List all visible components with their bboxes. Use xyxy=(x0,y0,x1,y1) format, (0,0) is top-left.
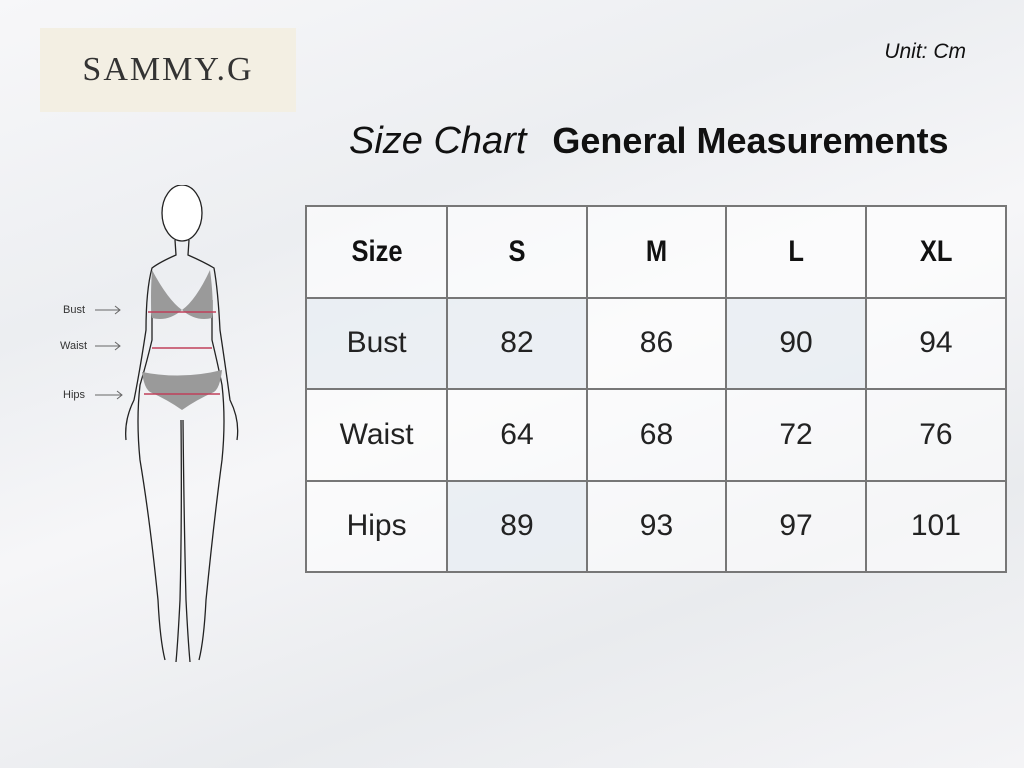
cell: 68 xyxy=(585,388,728,482)
cell: 93 xyxy=(585,479,728,573)
header-l: L xyxy=(725,205,867,299)
cell: 86 xyxy=(585,296,728,390)
table-row: Waist 64 68 72 76 xyxy=(304,388,1008,482)
arrow-icons xyxy=(95,305,123,400)
header-xl: XL xyxy=(864,205,1008,299)
briefs-shape xyxy=(142,370,222,410)
cell: 64 xyxy=(446,388,588,482)
cell: 76 xyxy=(864,388,1008,482)
waist-label: Waist xyxy=(60,340,87,352)
hips-label: Hips xyxy=(63,389,86,401)
table-header-row: Size S M L XL xyxy=(304,205,1008,299)
header-size: Size xyxy=(304,205,449,299)
header-s: S xyxy=(446,205,588,299)
body-figure-illustration: Bust Waist Hips xyxy=(60,185,239,663)
bust-label: Bust xyxy=(63,304,85,316)
title-main: General Measurements xyxy=(552,120,949,161)
cell: 90 xyxy=(725,296,867,390)
page-title: Size Chart General Measurements xyxy=(349,120,949,163)
row-label: Bust xyxy=(304,296,449,390)
unit-label: Unit: Cm xyxy=(884,40,966,63)
row-label: Waist xyxy=(304,388,449,482)
table-row: Bust 82 86 90 94 xyxy=(304,296,1008,390)
row-label: Hips xyxy=(304,479,449,573)
cell: 72 xyxy=(725,388,867,482)
brand-logo: SAMMY.G xyxy=(40,28,296,112)
table-row: Hips 89 93 97 101 xyxy=(304,479,1008,573)
cell: 101 xyxy=(864,479,1008,573)
cell: 94 xyxy=(864,296,1008,390)
bra-shape xyxy=(151,270,213,319)
title-script: Size Chart xyxy=(349,120,527,162)
cell: 82 xyxy=(446,296,588,390)
size-table: Size S M L XL Bust 82 86 90 94 Waist 64 … xyxy=(304,205,1008,573)
header-m: M xyxy=(585,205,728,299)
cell: 97 xyxy=(725,479,867,573)
cell: 89 xyxy=(446,479,588,573)
